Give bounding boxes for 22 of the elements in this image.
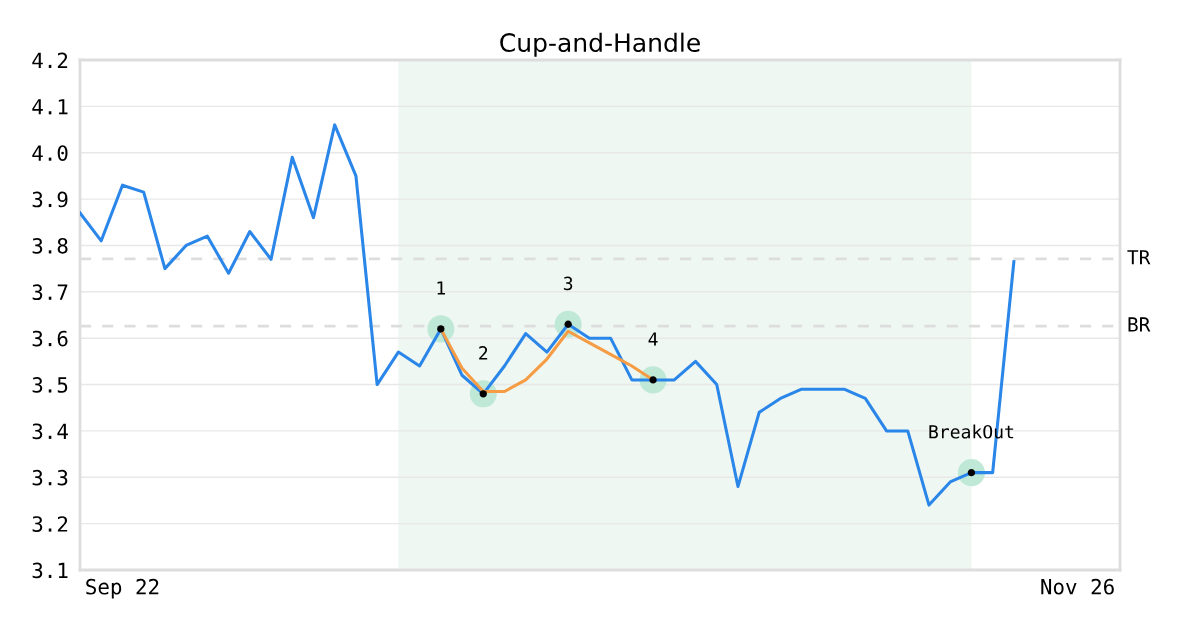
y-tick-label: 3.7	[32, 284, 68, 301]
y-tick-label: 3.3	[32, 469, 68, 486]
x-tick-label: Nov 26	[1041, 578, 1114, 595]
y-tick-label: 3.2	[32, 516, 68, 532]
annotation: 3	[563, 276, 573, 291]
ref-line-label: TR	[1127, 250, 1151, 265]
y-tick-label: 3.9	[32, 191, 68, 208]
y-tick-label: 4.1	[32, 99, 68, 115]
y-tick-label: 3.5	[32, 377, 68, 393]
annotation: 1	[437, 281, 446, 295]
x-tick-label: Sep 22	[86, 578, 159, 599]
y-tick-label: 3.6	[32, 330, 68, 347]
y-tick-label: 4.0	[32, 145, 68, 161]
y-tick-label: 3.8	[32, 237, 68, 254]
y-tick-label: 3.1	[32, 562, 68, 579]
chart-title: Cup-and-Handle	[500, 32, 700, 57]
annotation: 2	[479, 346, 488, 360]
y-tick-label: 4.2	[32, 52, 68, 68]
ref-line-label: BR	[1128, 317, 1151, 332]
annotation: 4	[648, 332, 658, 346]
line-series	[80, 123, 1016, 507]
y-tick-label: 3.4	[32, 423, 68, 440]
